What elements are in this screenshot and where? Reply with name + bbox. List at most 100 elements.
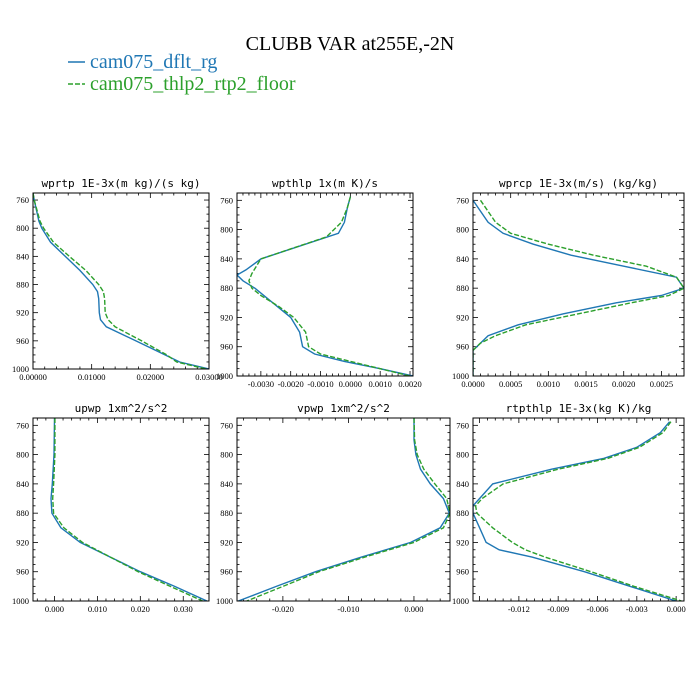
x-tick-label: 0.000 bbox=[45, 604, 64, 614]
y-tick-label: 840 bbox=[16, 479, 29, 489]
x-tick-label: -0.010 bbox=[337, 604, 359, 614]
y-tick-label: 920 bbox=[220, 537, 233, 547]
figure-title: CLUBB VAR at255E,-2N bbox=[246, 33, 455, 55]
plot-frame bbox=[236, 417, 451, 602]
legend-label-2: cam075_thlp2_rtp2_floor bbox=[90, 73, 296, 95]
y-tick-label: 920 bbox=[456, 312, 469, 322]
panel-5: vpwp 1xm^2/s^2 760 800 840 880 920 960 1000 -0.0… bbox=[216, 402, 451, 614]
series-line-2 bbox=[33, 193, 207, 369]
y-tick-label: 840 bbox=[220, 479, 233, 489]
x-tick-label: 0.0000 bbox=[461, 379, 484, 389]
x-tick-label: 0.030 bbox=[174, 604, 193, 614]
y-tick-label: 960 bbox=[456, 567, 469, 577]
series-line-1 bbox=[50, 418, 208, 601]
y-tick-label: 1000 bbox=[12, 596, 29, 606]
x-tick-label: -0.0030 bbox=[248, 379, 274, 389]
plot-frame bbox=[236, 192, 414, 377]
y-tick-label: 800 bbox=[220, 450, 233, 460]
y-tick-label: 880 bbox=[220, 508, 233, 518]
series-line-2 bbox=[473, 199, 684, 376]
x-tick-label: -0.0010 bbox=[307, 379, 333, 389]
y-tick-label: 760 bbox=[220, 195, 233, 205]
y-tick-label: 920 bbox=[16, 308, 29, 318]
x-tick-label: 0.0000 bbox=[339, 379, 362, 389]
x-tick-label: 0.0010 bbox=[537, 379, 560, 389]
y-tick-label: 800 bbox=[456, 450, 469, 460]
y-tick-label: 840 bbox=[456, 479, 469, 489]
y-tick-label: 920 bbox=[456, 537, 469, 547]
y-tick-label: 960 bbox=[220, 342, 233, 352]
x-tick-label: -0.012 bbox=[508, 604, 530, 614]
x-tick-label: -0.003 bbox=[626, 604, 648, 614]
x-tick-label: 0.000 bbox=[667, 604, 686, 614]
y-tick-label: 1000 bbox=[452, 596, 469, 606]
x-tick-label: 0.00000 bbox=[19, 372, 47, 382]
y-tick-label: 760 bbox=[16, 420, 29, 430]
panel-4: upwp 1xm^2/s^2 760 800 840 880 920 960 1000 0.00… bbox=[12, 402, 210, 614]
y-tick-label: 960 bbox=[16, 567, 29, 577]
x-tick-label: 0.000 bbox=[404, 604, 423, 614]
plot-frame bbox=[472, 417, 685, 602]
y-tick-label: 880 bbox=[220, 283, 233, 293]
panels: wprtp 1E-3x(m kg)/(s kg) 760 800 840 880 920 9… bbox=[12, 177, 686, 614]
x-tick-label: 0.01000 bbox=[78, 372, 106, 382]
y-tick-label: 880 bbox=[16, 508, 29, 518]
panel-title: wpthlp 1x(m K)/s bbox=[272, 177, 378, 190]
y-tick-label: 880 bbox=[16, 280, 29, 290]
x-tick-label: 0.0020 bbox=[398, 379, 421, 389]
y-tick-label: 1000 bbox=[12, 364, 29, 374]
y-tick-label: 840 bbox=[220, 254, 233, 264]
x-tick-label: 0.0010 bbox=[368, 379, 391, 389]
y-tick-label: 760 bbox=[16, 195, 29, 205]
series-line-2 bbox=[246, 418, 450, 601]
plot-frame bbox=[32, 417, 210, 602]
y-tick-label: 760 bbox=[220, 420, 233, 430]
x-tick-label: -0.009 bbox=[547, 604, 569, 614]
y-tick-label: 840 bbox=[16, 251, 29, 261]
series-line-2 bbox=[474, 421, 682, 601]
series-line-1 bbox=[238, 418, 450, 601]
series-line-2 bbox=[51, 418, 203, 601]
y-tick-label: 880 bbox=[456, 508, 469, 518]
y-tick-label: 960 bbox=[456, 342, 469, 352]
x-tick-label: 0.0025 bbox=[650, 379, 673, 389]
x-tick-label: 0.02000 bbox=[137, 372, 165, 382]
y-tick-label: 1000 bbox=[216, 596, 233, 606]
series-line-1 bbox=[237, 196, 413, 376]
y-tick-label: 760 bbox=[456, 195, 469, 205]
x-tick-label: 0.0005 bbox=[499, 379, 522, 389]
y-tick-label: 880 bbox=[456, 283, 469, 293]
y-tick-label: 800 bbox=[220, 225, 233, 235]
series-line-1 bbox=[473, 421, 677, 601]
y-tick-label: 800 bbox=[16, 223, 29, 233]
panel-title: rtpthlp 1E-3x(kg K)/kg bbox=[506, 402, 652, 415]
y-tick-label: 1000 bbox=[452, 371, 469, 381]
panel-2: wpthlp 1x(m K)/s 760 800 840 880 920 960 1000 -0… bbox=[216, 177, 422, 389]
series-line-1 bbox=[473, 199, 684, 376]
panel-title: upwp 1xm^2/s^2 bbox=[75, 402, 168, 415]
x-tick-label: -0.006 bbox=[587, 604, 609, 614]
y-tick-label: 760 bbox=[456, 420, 469, 430]
plot-frame bbox=[472, 192, 685, 377]
legend-label-1: cam075_dflt_rg bbox=[90, 51, 217, 73]
x-tick-label: 0.03000 bbox=[195, 372, 223, 382]
series-line-2 bbox=[248, 196, 411, 376]
y-tick-label: 920 bbox=[16, 537, 29, 547]
y-tick-label: 960 bbox=[220, 567, 233, 577]
panel-title: wprtp 1E-3x(m kg)/(s kg) bbox=[42, 177, 201, 190]
legend: cam075_dflt_rg cam075_thlp2_rtp2_floor bbox=[68, 51, 296, 95]
panel-title: vpwp 1xm^2/s^2 bbox=[297, 402, 390, 415]
x-tick-label: 0.020 bbox=[131, 604, 150, 614]
y-tick-label: 800 bbox=[16, 450, 29, 460]
plot-frame bbox=[32, 192, 210, 370]
series-line-1 bbox=[33, 193, 209, 369]
x-tick-label: 0.010 bbox=[88, 604, 107, 614]
x-tick-label: -0.0020 bbox=[278, 379, 304, 389]
x-tick-label: 0.0015 bbox=[574, 379, 597, 389]
panel-6: rtpthlp 1E-3x(kg K)/kg 760 800 840 880 920 960… bbox=[452, 402, 686, 614]
y-tick-label: 800 bbox=[456, 225, 469, 235]
panel-3: wprcp 1E-3x(m/s) (kg/kg) 760 800 840 880 920 9… bbox=[452, 177, 685, 389]
y-tick-label: 960 bbox=[16, 336, 29, 346]
panel-title: wprcp 1E-3x(m/s) (kg/kg) bbox=[499, 177, 658, 190]
